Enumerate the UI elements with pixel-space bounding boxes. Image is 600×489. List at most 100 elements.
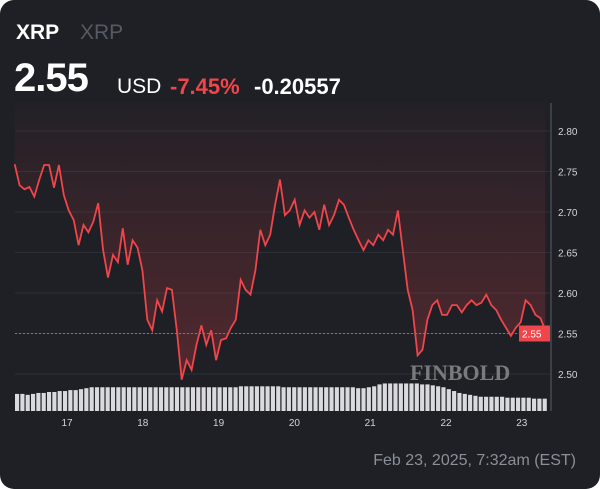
volume-bar [489, 396, 494, 411]
y-tick-label: 2.80 [558, 127, 578, 138]
y-tick-label: 2.50 [558, 370, 578, 381]
volume-bar [340, 387, 345, 411]
volume-bar [532, 398, 537, 411]
volume-bar [212, 387, 217, 411]
last-price-badge [519, 325, 550, 342]
volume-bar [324, 387, 329, 411]
volume-bar [57, 391, 62, 411]
volume-bar [414, 383, 419, 411]
volume-bar [105, 387, 110, 411]
x-tick-label: 21 [365, 418, 377, 429]
timestamp: Feb 23, 2025, 7:32am (EST) [373, 452, 576, 469]
volume-bar [313, 387, 318, 411]
volume-bar [366, 387, 371, 411]
volume-bar [222, 387, 227, 411]
volume-bar [217, 387, 222, 411]
change-percent: -7.45% [170, 74, 240, 99]
area-fill [14, 103, 546, 380]
volume-bar [244, 386, 249, 411]
volume-bar [377, 384, 382, 411]
volume-bar [382, 383, 387, 411]
volume-bar [62, 391, 68, 411]
volume-bar [78, 389, 84, 411]
volume-bar [334, 387, 339, 411]
volume-bar [68, 390, 73, 411]
change-absolute: -0.20557 [254, 74, 341, 99]
volume-bar [430, 385, 435, 411]
volume-bar [201, 387, 206, 411]
volume-bar [516, 397, 521, 411]
volume-bar [84, 388, 89, 411]
volume-bar [89, 387, 94, 411]
volume-bar [46, 392, 52, 411]
volume-bar [537, 398, 542, 411]
volume-bar [409, 383, 414, 411]
volume-bar [462, 393, 467, 411]
x-tick-label: 23 [516, 418, 528, 429]
x-tick-label: 18 [137, 418, 149, 429]
volume-bar [20, 393, 25, 411]
volume-bar [52, 392, 57, 411]
volume-bar [36, 392, 41, 411]
volume-bar [356, 388, 361, 411]
volume-bar [25, 394, 30, 411]
volume-bar [473, 395, 478, 411]
volume-bar [254, 386, 259, 411]
volume-bar [420, 384, 425, 411]
volume-bar [388, 383, 393, 411]
volume-bar [174, 387, 180, 411]
volume-bar [526, 397, 531, 411]
y-tick-label: 2.75 [558, 168, 578, 179]
volume-bar [494, 396, 499, 411]
volume-bar [372, 386, 377, 411]
volume-bar [30, 393, 36, 411]
volume-bar [238, 386, 243, 411]
volume-bar [15, 393, 20, 411]
y-tick-label: 2.60 [558, 289, 578, 300]
volume-bar [478, 396, 483, 411]
volume-bar [169, 387, 174, 411]
volume-bar [500, 396, 505, 411]
volume-bar [281, 387, 286, 411]
volume-bar [100, 387, 105, 411]
volume-bar [308, 387, 313, 411]
volume-bar [441, 387, 446, 411]
x-tick-label: 17 [61, 418, 73, 429]
volume-bar [110, 387, 116, 411]
volume-bar [233, 387, 238, 411]
volume-bar [164, 387, 169, 411]
volume-bar [180, 387, 185, 411]
volume-bar [270, 386, 275, 411]
x-tick-label: 20 [289, 418, 301, 429]
volume-bar [137, 387, 142, 411]
volume-bar [260, 386, 265, 411]
volume-bar [73, 390, 78, 411]
volume-bar [542, 398, 547, 411]
y-tick-label: 2.55 [558, 330, 578, 341]
volume-bar [153, 387, 158, 411]
volume-bar [361, 388, 366, 411]
y-tick-label: 2.70 [558, 208, 578, 219]
volume-bar [350, 387, 355, 411]
volume-bar [286, 387, 291, 411]
volume-bar [158, 387, 164, 411]
y-tick-label: 2.65 [558, 249, 578, 260]
currency: USD [117, 75, 162, 98]
volume-bar [126, 387, 132, 411]
volume-bar [190, 387, 196, 411]
volume-bar [446, 389, 451, 411]
volume-bar [457, 392, 462, 411]
volume-bar [121, 387, 126, 411]
volume-bar [484, 396, 489, 411]
finbold-watermark: FINBOLD [410, 360, 510, 385]
volume-bar [148, 387, 153, 411]
volume-bar [265, 386, 270, 411]
volume-bar [436, 386, 441, 411]
volume-bar [292, 387, 297, 411]
volume-bar [249, 386, 254, 411]
symbol: XRP [16, 21, 60, 44]
last-price-label: 2.55 [522, 330, 542, 341]
volume-bar [41, 392, 46, 411]
volume-bar [94, 387, 100, 411]
